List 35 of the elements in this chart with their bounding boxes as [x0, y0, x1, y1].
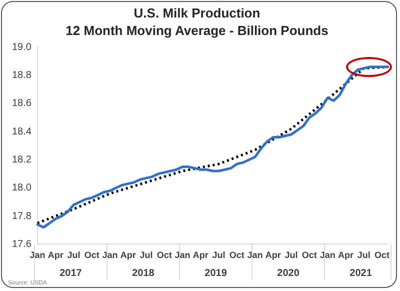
y-tick-label: 18.6	[12, 98, 32, 110]
x-tick-label: Jul	[212, 250, 226, 260]
y-tick-label: 18.4	[12, 126, 32, 138]
y-tick-label: 18.2	[12, 154, 32, 166]
text: 2018	[132, 268, 155, 279]
x-tick-label: Apr	[265, 250, 282, 260]
x-tick-label: Jan	[174, 250, 190, 260]
chart-subtitle: 12 Month Moving Average - Billion Pounds	[66, 22, 328, 38]
y-tick-label: 17.8	[12, 210, 32, 222]
x-tick-label: Jul	[140, 250, 153, 260]
x-tick-label: Apr	[192, 250, 209, 260]
y-tick-label: 18.0	[12, 182, 32, 194]
y-tick-label: 18.8	[12, 70, 32, 82]
chart-title: U.S. Milk Production	[134, 5, 260, 20]
x-tick-label: Oct	[229, 250, 244, 260]
y-tick-label: 17.6	[12, 238, 32, 250]
x-tick-label: Apr	[120, 250, 136, 260]
x-tick-label: Jan	[320, 250, 336, 260]
x-tick-label: Jan	[247, 250, 263, 260]
x-tick-label: Apr	[338, 250, 354, 260]
y-tick-label: 19.0	[12, 42, 32, 53]
x-tick-label: Oct	[374, 250, 390, 260]
x-tick-label: Apr	[48, 250, 64, 260]
x-tick-label: Oct	[302, 250, 317, 260]
x-tick-label: Oct	[84, 250, 100, 260]
x-tick-label: Jan	[102, 250, 118, 260]
text: 2019	[204, 268, 228, 279]
x-tick-label: Jul	[284, 250, 298, 260]
x-tick-label: Jul	[67, 250, 80, 260]
text: 2021	[350, 268, 372, 279]
x-tick-label: Jul	[357, 250, 370, 260]
x-tick-label: Oct	[156, 250, 172, 260]
x-tick-label: Jan	[30, 250, 46, 260]
text: 2017	[60, 268, 82, 279]
text: 2020	[277, 268, 300, 279]
